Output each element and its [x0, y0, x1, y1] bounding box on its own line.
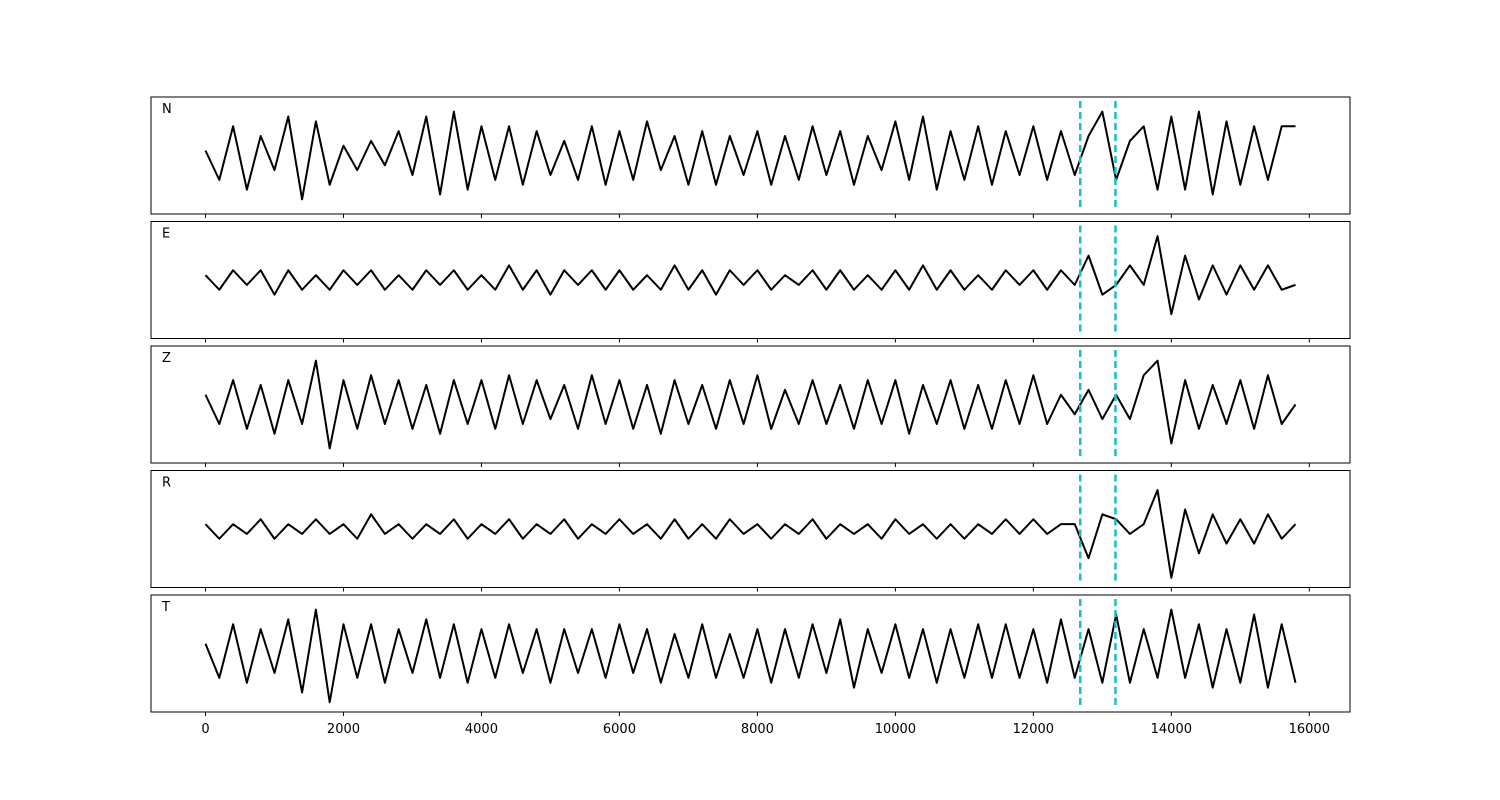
trace-label: N: [162, 102, 172, 117]
axes-frame: [150, 96, 1351, 215]
x-tick-label: 12000: [1013, 722, 1054, 737]
x-tick-label: 6000: [603, 722, 636, 737]
axes-frame: [150, 345, 1351, 464]
axes-frame: [150, 470, 1351, 588]
x-tick-label: 16000: [1289, 722, 1330, 737]
trace-label: E: [162, 227, 170, 242]
x-tick-label: 10000: [875, 722, 916, 737]
axes-frame: [150, 594, 1351, 713]
waveform: [204, 110, 1296, 201]
waveform: [204, 235, 1296, 316]
x-tick-label: 0: [201, 722, 209, 737]
trace-label: T: [161, 600, 170, 615]
waveform: [204, 489, 1297, 579]
axes-frame: [150, 221, 1351, 339]
waveform: [204, 359, 1297, 450]
x-tick-label: 14000: [1151, 722, 1192, 737]
x-tick-label: 2000: [327, 722, 360, 737]
trace-label: R: [162, 476, 171, 491]
waveform: [204, 608, 1297, 704]
trace-label: Z: [162, 351, 171, 366]
x-tick-label: 4000: [465, 722, 498, 737]
x-tick-label: 8000: [741, 722, 774, 737]
